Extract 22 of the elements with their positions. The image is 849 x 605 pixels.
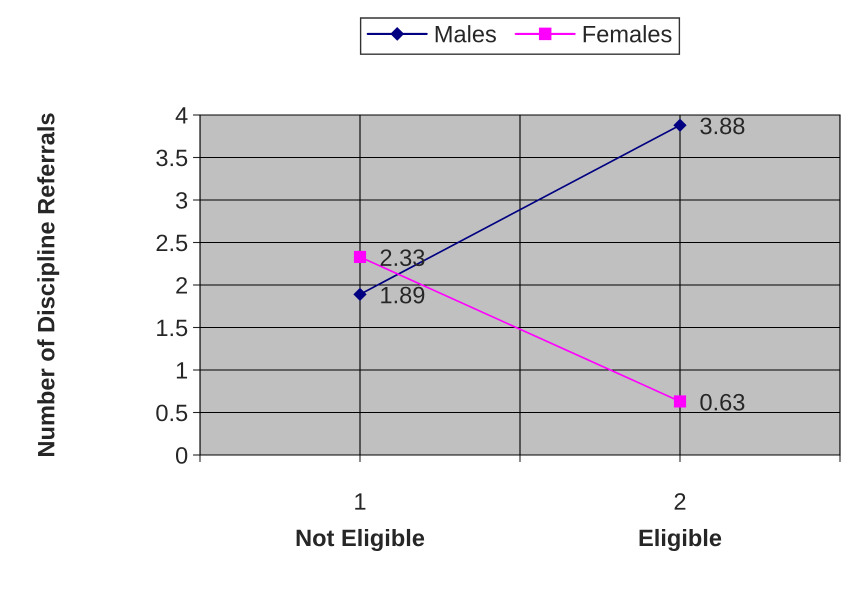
y-tick-label: 3 bbox=[176, 192, 188, 209]
legend-label: Females bbox=[584, 25, 672, 42]
text: Eligible bbox=[640, 528, 722, 552]
y-tick-label: 2 bbox=[176, 277, 188, 294]
y-tick-label: 1 bbox=[176, 362, 188, 379]
y-tick-label: 0 bbox=[176, 447, 188, 464]
y-tick-label: 3.5 bbox=[156, 150, 188, 166]
y-tick-label: 0.5 bbox=[156, 404, 188, 422]
y-tick-label: 1.5 bbox=[157, 320, 188, 336]
y-tick-label: 2.5 bbox=[156, 234, 188, 252]
data-label: 1.89 bbox=[381, 286, 424, 304]
point bbox=[674, 118, 686, 132]
point bbox=[354, 250, 366, 264]
y-axis-title: Number of Discipline Referrals bbox=[37, 113, 60, 456]
text: Not Eligible bbox=[296, 528, 424, 552]
y-tick-label: 4 bbox=[176, 107, 188, 124]
legend-label: Males bbox=[436, 25, 496, 42]
data-label: 0.63 bbox=[700, 394, 744, 411]
point bbox=[354, 288, 366, 301]
data-label: 2.33 bbox=[380, 249, 424, 266]
point bbox=[674, 395, 686, 408]
data-label: 3.88 bbox=[700, 118, 744, 134]
